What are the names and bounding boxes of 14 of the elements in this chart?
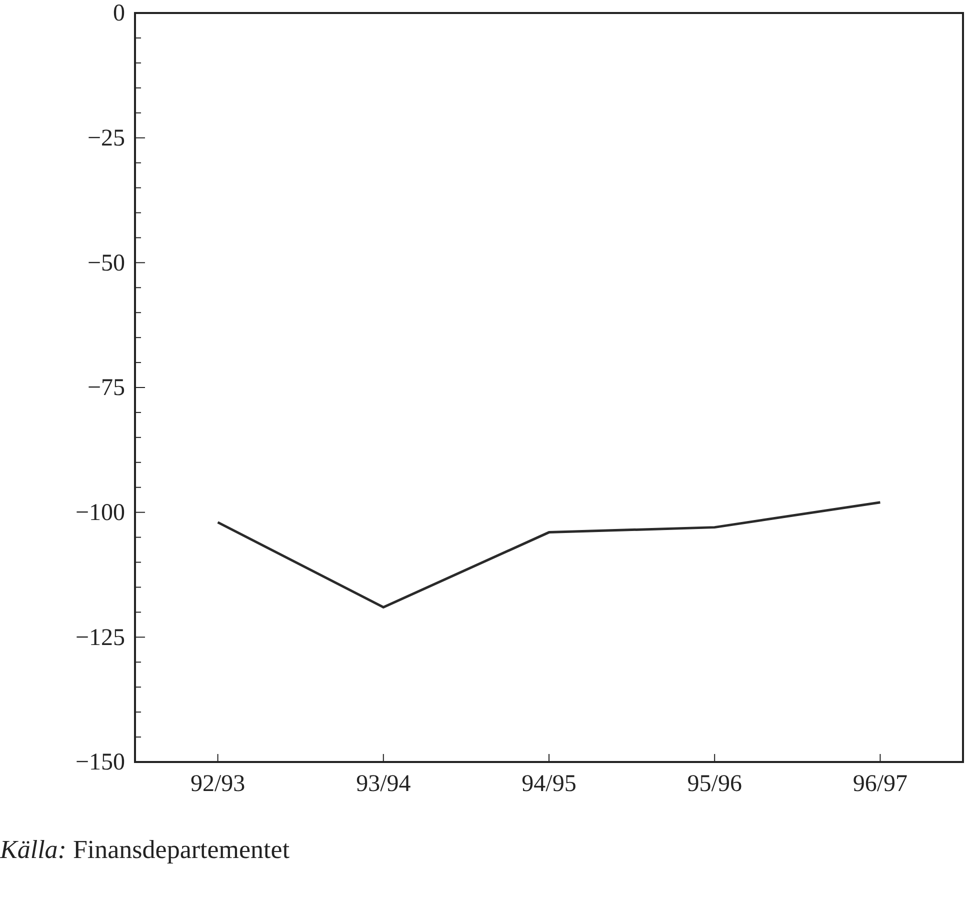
y-tick-label: −25 bbox=[87, 126, 125, 152]
y-tick-label: −150 bbox=[75, 750, 125, 776]
x-tick-label: 94/95 bbox=[522, 771, 576, 798]
x-tick-label: 93/94 bbox=[356, 771, 411, 798]
y-tick-label: −50 bbox=[87, 250, 125, 276]
text: Källa: Finansdepartementet bbox=[0, 835, 290, 864]
y-tick-label: 0 bbox=[113, 0, 125, 27]
x-tick-label: 92/93 bbox=[190, 771, 246, 798]
x-tick-label: 96/97 bbox=[852, 771, 908, 798]
x-tick-label: 95/96 bbox=[687, 771, 742, 798]
y-tick-label: −100 bbox=[75, 500, 125, 526]
line-series bbox=[216, 501, 882, 608]
y-tick-label: −75 bbox=[87, 375, 125, 402]
y-tick-label: −125 bbox=[75, 624, 125, 651]
